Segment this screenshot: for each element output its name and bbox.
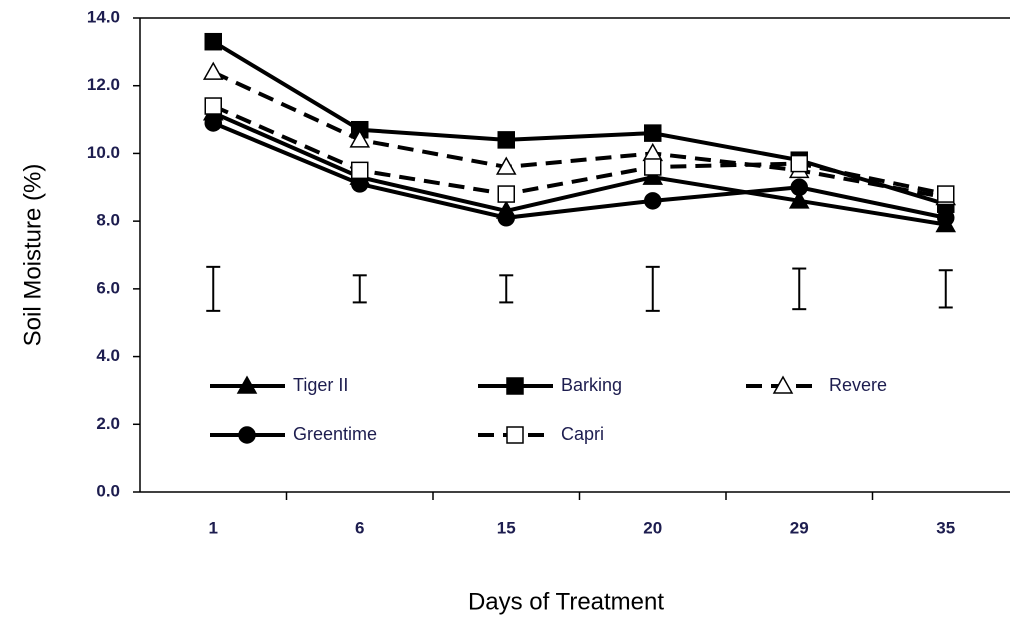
legend-label: Revere [829,375,887,395]
y-tick-label: 12.0 [87,75,120,94]
legend-label: Capri [561,424,604,444]
data-point [937,209,955,227]
legend-marker [238,426,256,444]
y-tick-label: 2.0 [96,414,120,433]
error-bar [499,274,514,304]
legend-marker [506,426,524,444]
data-point [497,185,515,203]
error-bar [645,265,660,312]
data-point [495,156,517,175]
data-point [937,185,955,203]
x-tick-label: 20 [643,518,662,537]
data-point [204,97,222,115]
y-axis-title: Soil Moisture (%) [19,164,46,347]
x-tick-label: 1 [209,518,218,537]
error-bar [352,274,367,304]
data-point [349,129,371,148]
data-point [204,32,222,51]
series-line [212,70,947,200]
legend-marker [506,377,524,395]
legend-label: Barking [561,375,622,395]
x-tick-label: 15 [497,518,516,537]
x-axis-title: Days of Treatment [468,588,664,615]
x-tick-label: 6 [355,518,364,537]
y-tick-label: 14.0 [87,7,120,26]
data-point [204,114,222,132]
data-point [497,131,515,149]
x-tick-label: 29 [790,518,809,537]
y-tick-label: 8.0 [96,211,120,230]
y-tick-label: 4.0 [96,346,120,365]
series-line [212,104,947,197]
legend-marker [236,375,258,394]
data-point [644,124,662,142]
legend-label: Tiger II [293,375,348,395]
error-bar [792,267,807,311]
error-bar [206,265,221,312]
legend-label: Greentime [293,424,377,444]
data-point [644,192,662,210]
data-point [497,209,515,227]
x-tick-label: 35 [936,518,955,537]
data-point [351,161,369,180]
data-point [790,154,808,173]
series-line [212,110,947,227]
error-bar [938,269,953,309]
data-point [202,61,224,80]
data-point [790,178,808,197]
legend-marker [772,375,794,394]
y-tick-label: 0.0 [96,481,120,500]
y-tick-label: 6.0 [96,278,120,297]
y-tick-label: 10.0 [87,143,120,162]
series-line [212,121,947,220]
data-point [788,190,810,209]
data-point [642,166,664,185]
data-point [644,158,662,176]
